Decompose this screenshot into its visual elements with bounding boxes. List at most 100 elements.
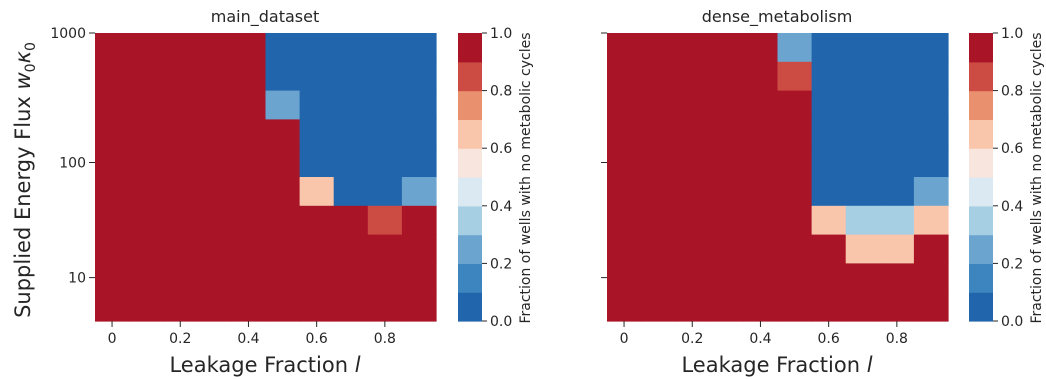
heatmap-cell [777,90,813,120]
heatmap-cell [675,234,710,264]
heatmap-cell [163,148,198,178]
heatmap-cell [299,234,335,264]
heatmap-cell [299,119,335,149]
colorbar-ticks: 0.0 0.2 0.4 0.6 0.8 1.0 [482,26,512,330]
heatmap-cells [95,33,437,322]
y-axis-ticks: 1000 100 10 [50,26,95,287]
heatmap-cell [913,148,949,178]
heatmap-cell [401,119,437,149]
x-tick-label: 0 [620,331,629,347]
heatmap-cell [95,263,130,293]
heatmap-cell [401,148,437,178]
heatmap-cell [333,177,369,207]
heatmap-cell [401,205,437,236]
heatmap-cell [845,61,881,92]
heatmap-cell [299,263,335,293]
heatmap-cell [879,90,915,120]
heatmap-cell [333,119,369,149]
heatmap-cell [197,33,232,63]
heatmap-cell [641,263,676,293]
colorbar-label: Fraction of wells with no metabolic cycl… [518,32,534,323]
colorbar-segment [458,177,482,207]
heatmap-cell [129,205,164,236]
heatmap-cell [845,205,881,236]
heatmap-cell [367,61,403,92]
heatmap-cell [299,61,335,92]
heatmap-cell [333,205,369,236]
heatmap-cell [607,33,642,63]
heatmap-cell [129,292,164,322]
heatmap-cell [197,119,232,149]
x-tick-label: 0.6 [306,331,328,347]
heatmap-cell [811,263,847,293]
colorbar-segment [969,234,993,264]
colorbar-tick-label: 0.8 [490,84,512,100]
heatmap-cell [163,33,198,63]
heatmap-cell [197,263,232,293]
x-axis-ticks: 0 0.2 0.4 0.6 0.8 [108,321,396,347]
heatmap-cell [777,61,813,92]
colorbar-segment [969,263,993,293]
x-tick-label: 0.2 [681,331,703,347]
heatmap-cell [333,33,369,63]
y-axis-ticks [601,32,607,279]
heatmap-cell [811,119,847,149]
heatmap-cell [845,148,881,178]
colorbar-tick-label: 0.2 [490,256,512,272]
colorbar-tick-label: 1.0 [490,26,512,42]
colorbar [458,33,482,322]
heatmap-cell [879,119,915,149]
x-tick-label: 0.6 [818,331,840,347]
heatmap-cell [845,263,881,293]
heatmap-cell [163,205,198,236]
colorbar-segment [969,33,993,63]
heatmap-cell [197,61,232,92]
colorbar-segment [458,234,482,264]
colorbar-segment [969,148,993,178]
x-axis-ticks: 0 0.2 0.4 0.6 0.8 [620,321,908,347]
heatmap-cell [333,90,369,120]
heatmap-cell [231,90,267,120]
heatmap-cell [743,177,779,207]
heatmap-cell [879,205,915,236]
heatmap-cell [231,33,267,63]
colorbar-segment [969,90,993,120]
colorbar-segment [458,205,482,236]
colorbar-segment [458,263,482,293]
heatmap-cell [401,234,437,264]
heatmap-cell [607,177,642,207]
panel-title: dense_metabolism [702,7,853,27]
heatmap-cell [709,263,744,293]
colorbar-ticks: 0.0 0.2 0.4 0.6 0.8 1.0 [993,26,1023,330]
heatmap-cell [231,263,267,293]
heatmap-cell [675,119,710,149]
heatmap-cell [265,263,301,293]
heatmap-cell [913,119,949,149]
heatmap-cell [879,33,915,63]
heatmap-cell [333,263,369,293]
heatmap-cell [95,33,130,63]
heatmap-cell [879,61,915,92]
heatmap-cell [709,90,744,120]
heatmap-cell [95,205,130,236]
heatmap-cell [265,61,301,92]
heatmap-cell [265,148,301,178]
heatmap-cell [197,205,232,236]
heatmap-cell [299,148,335,178]
heatmap-cell [299,292,335,322]
heatmap-cell [811,177,847,207]
heatmap-cell [231,234,267,264]
heatmap-cell [129,119,164,149]
heatmap-cell [367,148,403,178]
heatmap-cell [95,177,130,207]
heatmap-cell [607,61,642,92]
heatmap-cell [163,90,198,120]
heatmap-cell [401,177,437,207]
heatmap-cell [607,205,642,236]
heatmap-cell [845,119,881,149]
heatmap-cell [641,148,676,178]
heatmap-cell [129,234,164,264]
heatmap-cell [743,205,779,236]
heatmap-cell [641,61,676,92]
heatmap-cell [367,119,403,149]
